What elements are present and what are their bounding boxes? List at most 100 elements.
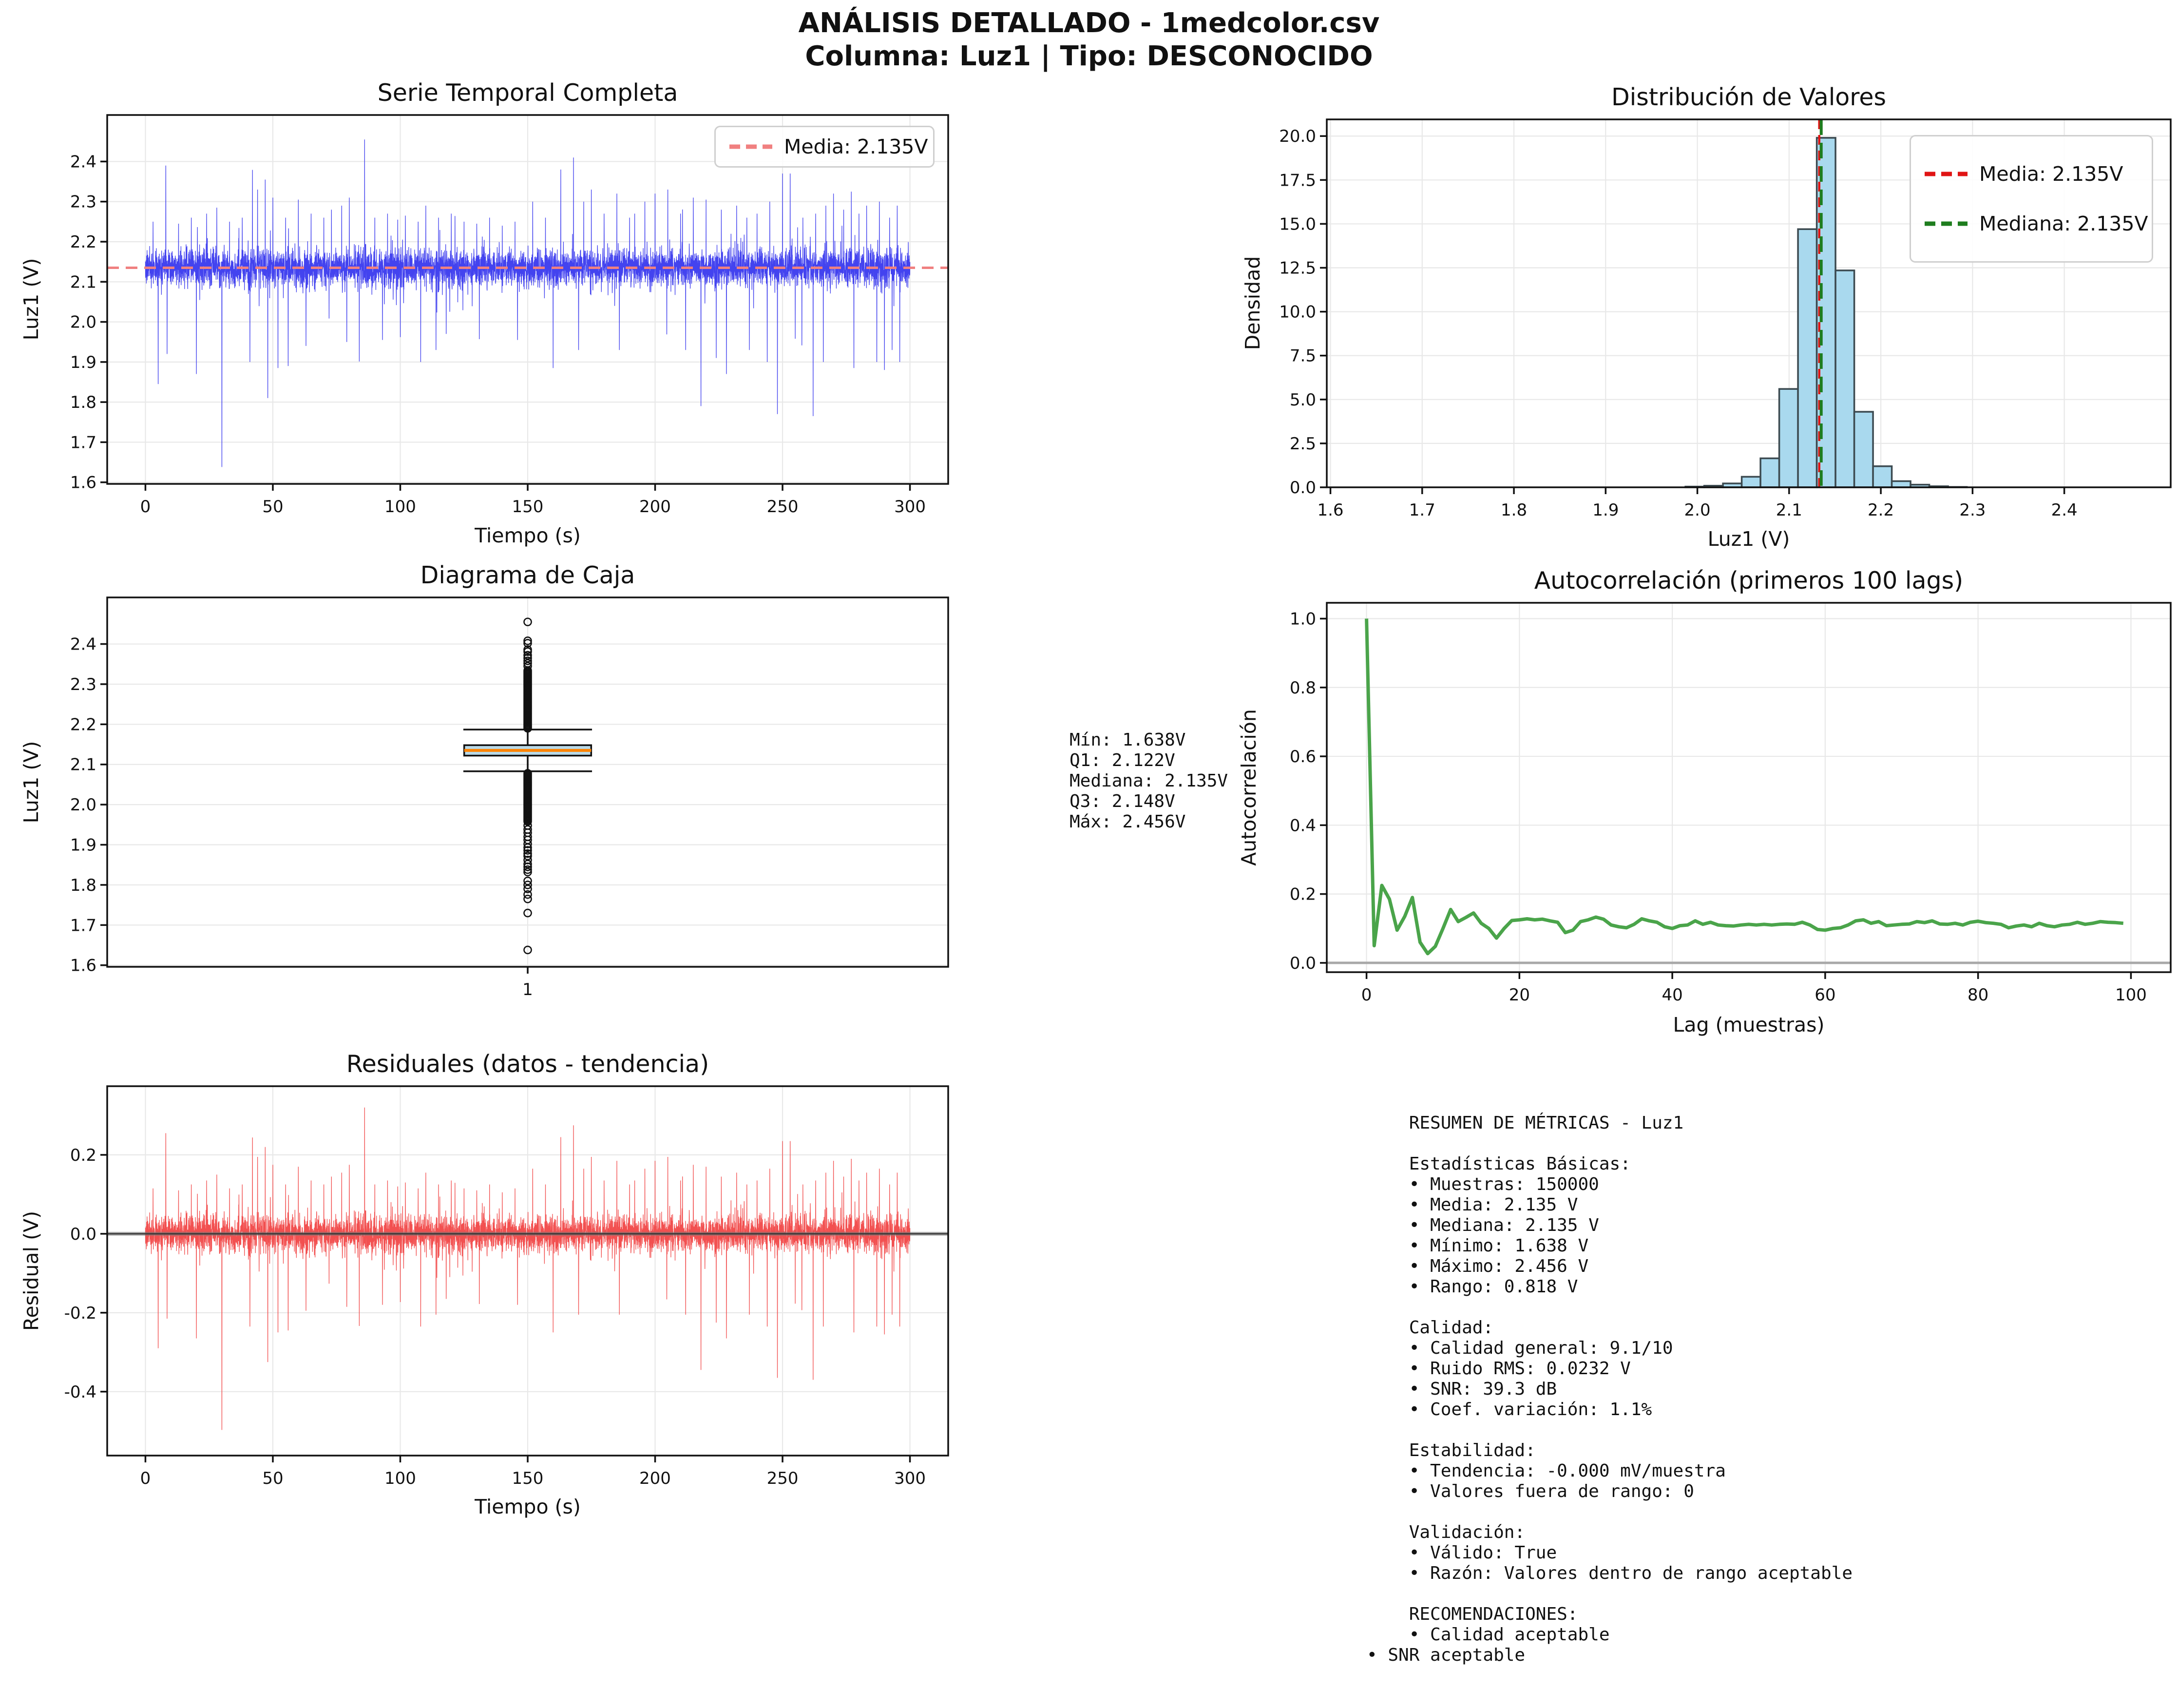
title-diagrama-caja: Diagrama de Caja [420,561,635,589]
xlabel-resid: Tiempo (s) [474,1495,581,1518]
box-outlier [523,890,532,899]
y-tick-label: 12.5 [1279,259,1316,278]
box-outlier [523,662,532,671]
y-tick-label: 1.0 [1290,609,1316,629]
box-outlier [523,860,532,868]
y-tick-label: 0.6 [1290,747,1316,767]
y-tick-label: 0.0 [1290,954,1316,973]
box-outlier [523,867,532,877]
x-tick-label: 1 [522,980,533,999]
box-outlier [523,843,532,852]
hist-bar [1853,411,1874,488]
xlabel-hist: Luz1 (V) [1708,527,1790,551]
x-tick-label: 1.7 [1409,500,1435,520]
x-tick-label: 200 [639,497,671,517]
y-tick-label: 2.2 [70,715,96,734]
box-outlier [523,849,532,858]
axes-spines [1326,118,2172,488]
legend-label-hist-mediana: Mediana: 2.135V [1979,211,2148,235]
x-tick-label: 150 [512,1469,544,1488]
x-tick-label: 2.1 [1776,500,1802,520]
box-outlier [523,881,532,889]
box-outlier [523,656,532,665]
hist-bar [1891,480,1911,488]
y-tick-label: 1.8 [70,393,96,412]
y-tick-label: 2.4 [70,152,96,172]
x-tick-label: 20 [1509,985,1530,1005]
y-tick-label: 7.5 [1290,346,1316,366]
axes-spines [1326,602,2172,973]
box-outlier [523,636,532,645]
title-distribucion: Distribución de Valores [1611,83,1886,111]
suptitle-line2: Columna: Luz1 | Tipo: DESCONOCIDO [805,40,1373,72]
hist-bar [1778,388,1799,488]
ylabel-acf: Autocorrelación [1237,709,1261,866]
ylabel-resid: Residual (V) [19,1211,43,1331]
y-tick-label: 10.0 [1279,303,1316,322]
title-residuales: Residuales (datos - tendencia) [346,1050,709,1078]
y-tick-label: 20.0 [1279,127,1316,146]
box-outlier [523,651,532,660]
x-tick-label: 1.8 [1501,500,1527,520]
hist-bar [1797,228,1818,488]
serie-line [145,139,911,467]
box-outlier [523,617,532,627]
y-tick-label: 2.4 [70,635,96,654]
xlabel-acf: Lag (muestras) [1673,1013,1825,1036]
x-tick-label: 100 [2115,985,2147,1005]
x-tick-label: 250 [767,1469,799,1488]
x-tick-label: 250 [767,497,799,517]
y-tick-label: 1.8 [70,876,96,895]
y-tick-label: -0.2 [64,1304,96,1323]
box-outlier [523,659,532,668]
xlabel-serie: Tiempo (s) [474,524,581,547]
title-serie-temporal: Serie Temporal Completa [378,79,678,107]
legend-label-media: Media: 2.135V [784,135,928,158]
x-tick-label: 1.9 [1592,500,1619,520]
x-tick-label: 40 [1662,985,1682,1005]
box-outlier [523,639,532,648]
x-tick-label: 0 [1361,985,1372,1005]
y-tick-label: 2.3 [70,675,96,694]
box-stats-annotation: Mín: 1.638V Q1: 2.122V Mediana: 2.135V Q… [1070,730,1228,832]
suptitle-line1: ANÁLISIS DETALLADO - 1medcolor.csv [798,7,1380,39]
x-tick-label: 2.0 [1684,500,1711,520]
ylabel-hist: Densidad [1241,256,1264,350]
residual-line [145,1107,911,1430]
y-tick-label: 2.1 [70,272,96,292]
box-outlier [523,846,532,855]
y-tick-label: 1.7 [70,433,96,452]
hist-bar [1872,465,1893,488]
x-tick-label: 0 [140,497,151,517]
legend-row-media: Media: 2.135V [716,135,933,158]
box-outlier [523,851,532,861]
x-tick-label: 200 [639,1469,671,1488]
hist-bar [1759,457,1780,488]
x-tick-label: 60 [1815,985,1835,1005]
box-outlier [523,908,532,918]
media-dash-icon [729,144,772,149]
y-tick-label: -0.4 [64,1382,96,1402]
y-tick-label: 2.5 [1290,434,1316,454]
hist-bar [1834,269,1855,488]
x-tick-label: 2.4 [2051,500,2078,520]
box-outlier [523,863,532,871]
title-autocorrelacion: Autocorrelación (primeros 100 lags) [1534,567,1964,595]
x-tick-label: 80 [1968,985,1988,1005]
legend-hist: Media: 2.135V Mediana: 2.135V [1910,135,2153,263]
box-outlier [523,894,532,903]
y-tick-label: 1.7 [70,916,96,935]
x-tick-label: 2.2 [1868,500,1894,520]
y-tick-label: 5.0 [1290,390,1316,410]
y-tick-label: 2.3 [70,192,96,212]
y-tick-label: 2.2 [70,232,96,252]
ylabel-box: Luz1 (V) [19,741,43,824]
x-tick-label: 0 [140,1469,151,1488]
box-outlier [523,840,532,848]
y-tick-label: 0.2 [70,1146,96,1165]
box-outlier [523,769,532,778]
chart-geometry: 0 50 100 150 200 250 3001.61.71.81.92.02.12.22… [64,114,2172,1488]
figure-suptitle: ANÁLISIS DETALLADO - 1medcolor.csv Colum… [0,7,2178,73]
legend-serie: Media: 2.135V [714,126,935,168]
